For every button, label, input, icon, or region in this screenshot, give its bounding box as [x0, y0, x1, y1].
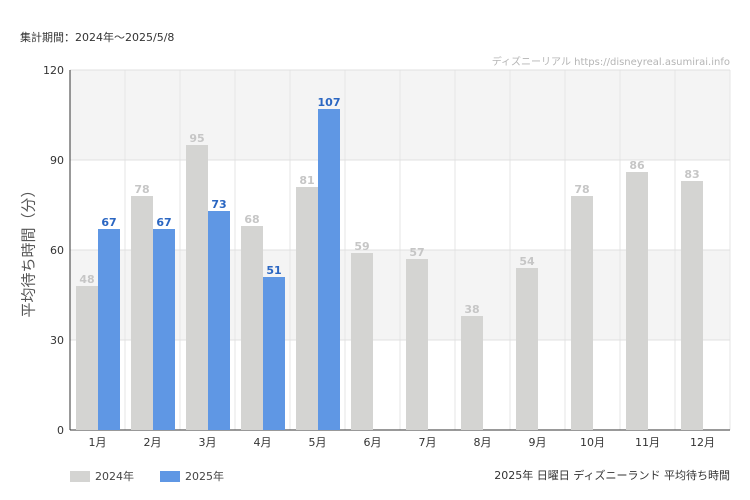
- data-label-2025: 67: [101, 216, 116, 229]
- bar-2024: [351, 253, 373, 430]
- bar-2025: [318, 109, 340, 430]
- x-tick-label: 12月: [690, 436, 715, 449]
- bar-2024: [296, 187, 318, 430]
- legend-swatch-2025: [160, 470, 180, 482]
- x-tick-label: 7月: [419, 436, 437, 449]
- bar-2024: [681, 181, 703, 430]
- data-label-2024: 57: [409, 246, 424, 259]
- bar-2024: [626, 172, 648, 430]
- bar-2024: [241, 226, 263, 430]
- x-tick-label: 4月: [254, 436, 272, 449]
- data-label-2024: 78: [574, 183, 589, 196]
- y-tick-label: 0: [57, 424, 64, 437]
- x-tick-label: 2月: [144, 436, 162, 449]
- bar-2025: [263, 277, 285, 430]
- x-tick-label: 10月: [580, 436, 605, 449]
- y-tick-label: 30: [50, 334, 64, 347]
- x-tick-label: 1月: [89, 436, 107, 449]
- x-tick-label: 9月: [529, 436, 547, 449]
- data-label-2024: 54: [519, 255, 535, 268]
- bar-2025: [208, 211, 230, 430]
- bar-2025: [98, 229, 120, 430]
- data-label-2025: 107: [318, 96, 341, 109]
- y-tick-label: 120: [43, 64, 64, 77]
- legend-label-2025: 2025年: [185, 470, 224, 483]
- bar-2024: [516, 268, 538, 430]
- site-watermark: ディズニーリアル https://disneyreal.asumirai.inf…: [491, 57, 730, 68]
- data-label-2024: 86: [629, 159, 645, 172]
- data-label-2024: 78: [134, 183, 149, 196]
- bar-2024: [76, 286, 98, 430]
- bar-2024: [406, 259, 428, 430]
- bar-2024: [461, 316, 483, 430]
- data-label-2024: 95: [189, 132, 204, 145]
- data-label-2024: 81: [299, 174, 314, 187]
- x-tick-label: 8月: [474, 436, 492, 449]
- x-tick-label: 3月: [199, 436, 217, 449]
- legend-label-2024: 2024年: [95, 470, 134, 483]
- bar-2024: [131, 196, 153, 430]
- y-tick-label: 90: [50, 154, 64, 167]
- chart-caption: 2025年 日曜日 ディズニーランド 平均待ち時間: [494, 469, 730, 482]
- bar-2024: [571, 196, 593, 430]
- x-tick-label: 5月: [309, 436, 327, 449]
- data-label-2024: 59: [354, 240, 369, 253]
- data-label-2024: 68: [244, 213, 259, 226]
- data-label-2025: 67: [156, 216, 171, 229]
- data-label-2024: 38: [464, 303, 479, 316]
- data-label-2024: 48: [79, 273, 94, 286]
- legend-item-2025[interactable]: 2025年: [160, 468, 224, 484]
- x-tick-label: 6月: [364, 436, 382, 449]
- x-tick-label: 11月: [635, 436, 660, 449]
- legend: 2024年 2025年: [70, 468, 250, 484]
- data-label-2025: 73: [211, 198, 226, 211]
- legend-item-2024[interactable]: 2024年: [70, 468, 134, 484]
- data-label-2024: 83: [684, 168, 699, 181]
- data-label-2025: 51: [266, 264, 281, 277]
- bar-2024: [186, 145, 208, 430]
- y-tick-label: 60: [50, 244, 64, 257]
- period-label: 集計期間：2024年～2025/5/8: [20, 31, 175, 44]
- legend-swatch-2024: [70, 470, 90, 482]
- bar-2025: [153, 229, 175, 430]
